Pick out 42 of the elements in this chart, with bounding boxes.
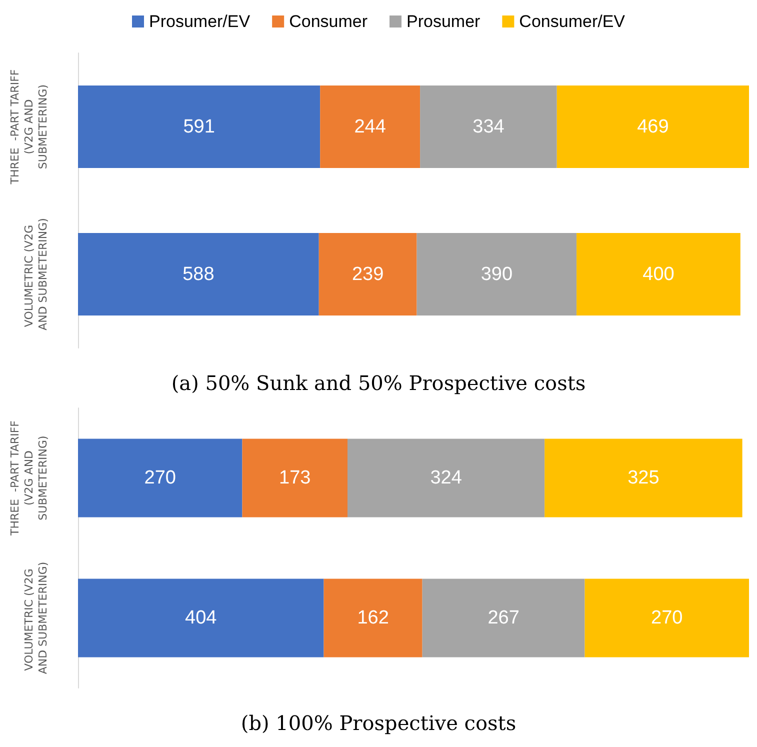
legend-label: Prosumer/EV xyxy=(148,12,251,31)
data-label: 324 xyxy=(430,468,462,488)
bar xyxy=(242,438,348,518)
data-label: 469 xyxy=(637,116,669,138)
data-label: 267 xyxy=(488,608,520,628)
text: (b) 100% Prospective costs xyxy=(240,711,516,735)
y-tick-label: THREE -PART TARIFF (V2G AND SUBMETERING) xyxy=(8,69,50,186)
y-tick-label: VOLUMETRIC (V2G AND SUBMETERING) xyxy=(22,562,50,674)
bar xyxy=(78,85,320,168)
legend-label: Consumer/EV xyxy=(519,12,626,31)
bar xyxy=(320,85,420,168)
bar xyxy=(556,85,749,168)
bar xyxy=(78,578,324,658)
data-label: 244 xyxy=(354,116,386,138)
bar xyxy=(78,232,319,316)
bar xyxy=(324,578,422,658)
data-label: 162 xyxy=(357,608,389,628)
data-label: 325 xyxy=(628,468,660,488)
bar xyxy=(318,232,417,316)
data-label: 270 xyxy=(144,468,176,488)
legend-label: Prosumer xyxy=(406,12,481,31)
text: (a) 50% Sunk and 50% Prospective costs xyxy=(171,371,586,395)
data-label: 173 xyxy=(279,468,311,488)
data-label: 591 xyxy=(183,116,215,138)
bar xyxy=(420,85,557,168)
data-label: 270 xyxy=(651,608,683,628)
data-label: 239 xyxy=(352,264,384,285)
bar xyxy=(78,438,242,518)
bar xyxy=(576,232,740,316)
data-label: 334 xyxy=(472,116,505,138)
bar xyxy=(544,438,742,518)
data-label: 400 xyxy=(642,264,674,285)
data-label: 404 xyxy=(185,608,218,628)
bar xyxy=(584,578,749,658)
y-tick-label: THREE -PART TARIFF (V2G AND SUBMETERING) xyxy=(8,420,50,536)
bar xyxy=(422,578,585,658)
legend-label: Consumer xyxy=(289,12,368,31)
bar xyxy=(347,438,545,518)
bar xyxy=(416,232,577,316)
data-label: 390 xyxy=(480,264,513,285)
y-tick-label: VOLUMETRIC (V2G AND SUBMETERING) xyxy=(22,218,50,330)
data-label: 588 xyxy=(182,264,214,285)
